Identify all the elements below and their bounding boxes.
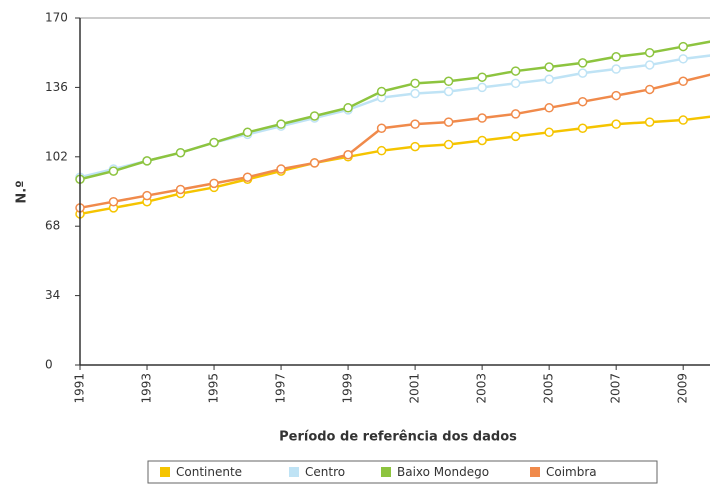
- point-marker: [510, 78, 521, 89]
- point-marker: [108, 166, 119, 176]
- point-marker: [376, 145, 387, 156]
- point-marker: [142, 156, 152, 166]
- point-marker: [544, 127, 554, 138]
- x-tick-label: 2009: [676, 373, 690, 404]
- series-line: [79, 73, 710, 210]
- point-marker: [577, 96, 588, 107]
- point-marker: [477, 72, 487, 82]
- point-marker: [410, 119, 420, 129]
- legend-swatch: [381, 467, 391, 477]
- point-marker: [309, 111, 320, 121]
- point-marker: [242, 127, 253, 138]
- legend: Continente Centro Baixo Mondego Coimbra: [160, 465, 597, 479]
- y-tick-label: 0: [45, 358, 53, 372]
- legend-label: Centro: [305, 465, 345, 479]
- point-marker: [644, 60, 655, 70]
- point-marker: [443, 76, 454, 87]
- point-marker: [510, 131, 521, 142]
- legend-label: Coimbra: [546, 465, 597, 479]
- point-marker: [209, 178, 219, 189]
- point-marker: [678, 115, 688, 125]
- point-marker: [410, 78, 420, 89]
- point-marker: [376, 86, 387, 97]
- point-marker: [343, 150, 353, 160]
- x-axis-title: Período de referência dos dados: [279, 430, 517, 445]
- y-tick-label: 68: [45, 219, 60, 233]
- x-tick-label: 1991: [73, 373, 87, 404]
- series-line: [79, 40, 710, 181]
- legend-label: Continente: [176, 465, 242, 479]
- plot-area: [75, 40, 710, 219]
- point-marker: [108, 196, 119, 207]
- point-marker: [544, 103, 554, 113]
- point-marker: [376, 123, 387, 133]
- y-tick-label: 136: [45, 80, 68, 94]
- point-marker: [276, 164, 286, 174]
- point-marker: [611, 119, 621, 129]
- x-tick-label: 2003: [475, 373, 489, 404]
- point-marker: [276, 119, 286, 129]
- legend-swatch: [530, 467, 540, 477]
- legend-label: Baixo Mondego: [397, 465, 489, 479]
- point-marker: [577, 123, 588, 133]
- x-tick-label: 1995: [207, 373, 221, 404]
- point-marker: [443, 86, 454, 97]
- point-marker: [510, 109, 521, 119]
- y-tick-label: 102: [45, 149, 68, 163]
- x-tick-label: 2001: [408, 373, 422, 404]
- x-tick-label: 2005: [542, 373, 556, 404]
- point-marker: [611, 90, 621, 101]
- point-marker: [544, 74, 554, 84]
- point-marker: [577, 68, 588, 78]
- point-marker: [443, 139, 454, 150]
- point-marker: [678, 41, 688, 52]
- legend-swatch: [289, 467, 299, 477]
- y-tick-label: 170: [45, 11, 68, 25]
- point-marker: [175, 147, 186, 158]
- point-marker: [611, 52, 621, 62]
- legend-swatch: [160, 467, 170, 477]
- point-marker: [477, 135, 487, 146]
- point-marker: [142, 190, 152, 201]
- legend-box: [147, 460, 658, 484]
- point-marker: [175, 184, 186, 195]
- point-marker: [678, 54, 688, 64]
- point-marker: [477, 113, 487, 123]
- point-marker: [443, 117, 454, 127]
- point-marker: [644, 47, 655, 58]
- point-marker: [510, 66, 521, 76]
- point-marker: [544, 62, 554, 72]
- point-marker: [209, 137, 219, 148]
- y-tick-label: 34: [45, 288, 60, 302]
- point-marker: [611, 64, 621, 74]
- point-marker: [477, 82, 487, 93]
- x-tick-label: 1993: [140, 373, 154, 404]
- series-line: [79, 115, 710, 216]
- x-tick-label: 1997: [274, 373, 288, 404]
- point-marker: [644, 117, 655, 127]
- point-marker: [678, 76, 688, 87]
- point-marker: [577, 58, 588, 68]
- point-marker: [343, 103, 353, 113]
- point-marker: [410, 141, 420, 152]
- point-marker: [644, 84, 655, 95]
- point-marker: [242, 172, 253, 182]
- point-marker: [410, 88, 420, 99]
- x-tick-label: 2007: [609, 373, 623, 404]
- x-tick-label: 1999: [341, 373, 355, 404]
- point-marker: [309, 158, 320, 168]
- y-axis-title: N.º: [15, 180, 30, 203]
